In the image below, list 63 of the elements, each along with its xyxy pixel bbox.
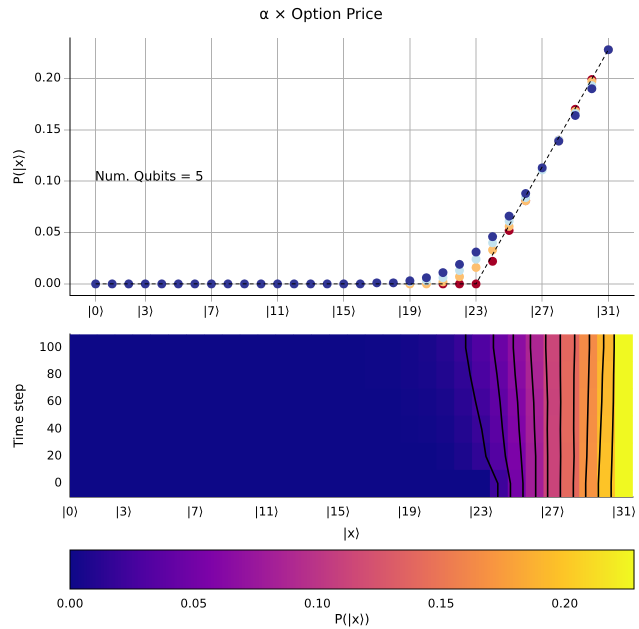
x-tick-label: |19⟩ <box>398 504 422 518</box>
point <box>372 278 382 288</box>
color-bar-title: P(|x⟩) <box>334 612 370 628</box>
point <box>240 279 249 288</box>
point <box>273 279 282 288</box>
x-tick-label: |19⟩ <box>398 304 422 318</box>
point <box>290 279 299 288</box>
x-tick-label: |23⟩ <box>468 504 493 518</box>
x-tick-label: |27⟩ <box>540 504 564 518</box>
color-bar-label: 0.20 <box>551 596 578 610</box>
color-bar-label: 0.00 <box>56 596 84 610</box>
point <box>422 273 431 282</box>
y-tick-label: 0.00 <box>34 276 61 290</box>
y-tick-label: 100 <box>39 340 62 354</box>
point <box>488 232 498 242</box>
y-tick-label: 0.05 <box>34 224 61 239</box>
point <box>91 279 100 288</box>
point <box>206 279 216 288</box>
x-tick-label: |31⟩ <box>612 504 636 518</box>
y-tick-label: 0.10 <box>34 173 61 188</box>
point <box>504 212 514 221</box>
x-axis-title: |x⟩ <box>342 526 360 542</box>
point <box>108 279 117 288</box>
x-tick-label: |23⟩ <box>464 304 488 318</box>
point <box>157 279 166 288</box>
point <box>438 268 448 278</box>
point <box>455 260 464 269</box>
y-tick-label: 60 <box>46 394 62 408</box>
annotation: Num. Qubits = 5 <box>95 169 204 184</box>
x-tick-label: |0⟩ <box>62 504 78 518</box>
chart-title: α × Option Price <box>259 4 383 23</box>
x-tick-label: |11⟩ <box>254 504 279 518</box>
point <box>140 279 150 288</box>
y-tick-label: 0.20 <box>34 70 61 85</box>
x-tick-label: |27⟩ <box>530 304 554 318</box>
color-bar-label: 0.05 <box>180 596 208 610</box>
color-bar-label: 0.15 <box>428 596 454 610</box>
point <box>322 279 332 288</box>
y-axis-title: P(|x⟩) <box>12 149 28 184</box>
point <box>472 262 481 272</box>
x-tick-label: |3⟩ <box>115 504 132 518</box>
point <box>339 279 348 288</box>
x-tick-label: |7⟩ <box>186 504 204 518</box>
x-tick-label: |11⟩ <box>266 304 290 318</box>
point <box>488 256 498 266</box>
point <box>472 248 481 257</box>
y-tick-label: 0.15 <box>34 122 61 136</box>
point <box>190 279 200 288</box>
y-axis-title: Time step <box>12 384 28 449</box>
point <box>587 84 596 94</box>
x-tick-label: |0⟩ <box>87 304 104 318</box>
x-tick-label: |15⟩ <box>332 304 356 318</box>
y-tick-label: 80 <box>46 367 62 382</box>
x-tick-label: |31⟩ <box>596 304 620 318</box>
y-tick-label: 20 <box>46 448 62 462</box>
point <box>472 279 481 288</box>
y-tick-label: 40 <box>46 421 62 436</box>
x-tick-label: |3⟩ <box>137 304 154 318</box>
y-tick-label: 0 <box>54 476 62 490</box>
x-tick-label: |7⟩ <box>203 304 220 318</box>
color-bar-label: 0.10 <box>304 596 331 610</box>
point <box>521 189 530 198</box>
x-tick-label: |15⟩ <box>326 504 350 518</box>
